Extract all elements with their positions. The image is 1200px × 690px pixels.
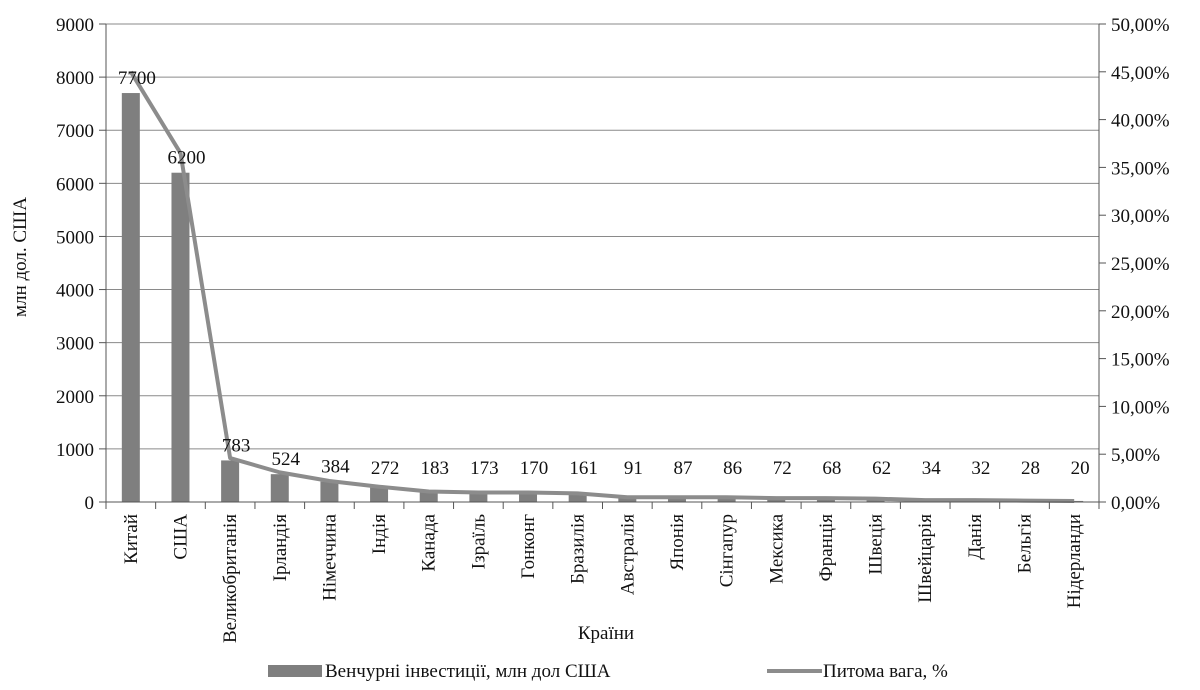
bar-data-label: 173	[470, 458, 499, 479]
category-label: Ізраїль	[468, 514, 489, 570]
bar	[320, 481, 339, 502]
bar	[270, 474, 289, 502]
bar-data-label: 170	[520, 458, 549, 479]
bar	[618, 497, 637, 502]
data-labels: 7700 6200 783 524 384 272 183 173 170 161 91 87 86 72…	[118, 68, 1090, 479]
left-tick-label: 2000	[56, 387, 94, 408]
category-label: Данія	[965, 514, 986, 560]
left-tick-label: 1000	[56, 440, 94, 461]
share-line	[129, 70, 1075, 504]
category-label: Китай	[121, 514, 142, 564]
left-tick-label: 0	[85, 493, 95, 514]
right-tick-label: 50,00%	[1111, 15, 1170, 36]
category-label: Франція	[816, 514, 837, 582]
bar-data-label: 87	[673, 458, 692, 479]
right-tick-label: 45,00%	[1111, 63, 1170, 84]
right-tick-label: 5,00%	[1111, 445, 1160, 466]
right-tick-label: 0,00%	[1111, 493, 1160, 514]
bar-data-label: 161	[569, 458, 598, 479]
left-tick-label: 4000	[56, 281, 94, 302]
legend-bar-label: Венчурні інвестиції, млн дол США	[325, 661, 611, 682]
left-tick-label: 7000	[56, 121, 94, 142]
bar	[816, 498, 835, 502]
bar	[568, 493, 587, 502]
right-axis-ticks: 0,00% 5,00% 10,00% 15,00% 20,00% 25,00% 30,00%…	[1099, 15, 1170, 514]
right-tick-label: 15,00%	[1111, 350, 1170, 371]
left-tick-label: 8000	[56, 68, 94, 89]
bar-data-label: 384	[321, 457, 350, 478]
category-label: США	[170, 514, 191, 560]
bar-data-label: 86	[723, 458, 742, 479]
line-series	[129, 70, 1075, 504]
right-tick-label: 40,00%	[1111, 111, 1170, 132]
bar	[419, 492, 438, 502]
bar	[121, 93, 140, 503]
left-tick-label: 6000	[56, 174, 94, 195]
category-axis-ticks: Китай США Великобританія Ірландія Німеччина І…	[105, 502, 1100, 643]
x-axis-title: Країни	[578, 623, 634, 644]
left-tick-label: 5000	[56, 227, 94, 248]
category-label: Австралія	[617, 514, 638, 595]
bar-data-label: 34	[922, 458, 942, 479]
category-label: Бразилія	[568, 514, 589, 584]
category-label: Японія	[667, 514, 688, 571]
right-tick-label: 30,00%	[1111, 206, 1170, 227]
bar-data-label: 68	[822, 458, 841, 479]
right-tick-label: 20,00%	[1111, 302, 1170, 323]
bar-data-label: 6200	[167, 148, 205, 169]
bar-data-label: 183	[420, 458, 449, 479]
bar	[667, 497, 686, 502]
bar	[221, 460, 240, 502]
bar-data-label: 20	[1071, 458, 1090, 479]
category-label: Індія	[369, 514, 390, 554]
bar-data-label: 272	[371, 458, 400, 479]
right-tick-label: 35,00%	[1111, 158, 1170, 179]
category-label: Ірландія	[270, 514, 291, 582]
gridlines	[106, 23, 1099, 450]
bar-data-label: 524	[272, 449, 301, 470]
bar-series	[121, 93, 1084, 503]
left-tick-label: 3000	[56, 334, 94, 355]
category-label: Великобританія	[220, 514, 241, 643]
right-tick-label: 25,00%	[1111, 254, 1170, 275]
bar	[469, 492, 488, 502]
category-label: Бельгія	[1015, 514, 1036, 574]
category-label: Канада	[419, 513, 440, 571]
y-axis-title: млн дол. США	[10, 197, 31, 317]
category-label: Гонконг	[518, 514, 539, 579]
bar-data-label: 62	[872, 458, 891, 479]
legend-line-label: Питома вага, %	[823, 661, 948, 682]
bar	[370, 487, 389, 502]
left-tick-label: 9000	[56, 15, 94, 36]
legend: Венчурні інвестиції, млн дол США Питома …	[268, 661, 948, 682]
category-label: Швеція	[866, 514, 887, 575]
category-label: Сінгапур	[717, 514, 738, 587]
bar-data-label: 783	[222, 435, 251, 456]
right-tick-label: 10,00%	[1111, 397, 1170, 418]
bar	[171, 172, 190, 502]
bar	[717, 497, 736, 502]
bar-data-label: 72	[773, 458, 792, 479]
category-label: Нідерланди	[1064, 514, 1085, 608]
bar-data-label: 7700	[118, 68, 156, 89]
category-label: Мексика	[766, 513, 787, 583]
bar-data-label: 32	[971, 458, 990, 479]
left-axis-ticks: 0 1000 2000 3000 4000 5000 6000 7000 8000 9000	[56, 15, 106, 514]
category-label: Німеччина	[319, 513, 340, 600]
bar-data-label: 28	[1021, 458, 1040, 479]
bar-data-label: 91	[624, 458, 643, 479]
axes	[105, 24, 1100, 503]
bar	[1065, 500, 1084, 502]
bar	[519, 492, 538, 502]
category-label: Швейцарія	[915, 514, 936, 603]
legend-bar-swatch	[268, 665, 322, 677]
